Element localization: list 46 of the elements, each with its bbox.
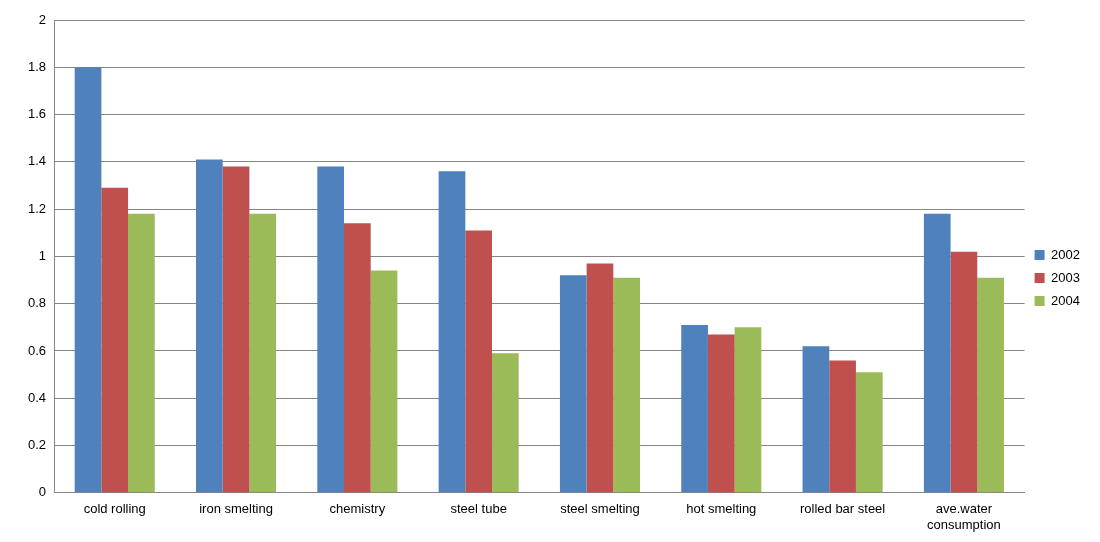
- bar: [492, 353, 519, 493]
- x-tick-label: iron smelting: [199, 501, 273, 517]
- bar: [923, 213, 951, 493]
- y-tick-label: 1.6: [27, 106, 47, 122]
- legend-label: 2002: [1051, 246, 1080, 262]
- bar: [802, 346, 830, 493]
- y-tick-label: 1: [38, 247, 47, 263]
- legend-label: 2003: [1051, 269, 1080, 285]
- y-tick-label: 0.8: [27, 295, 47, 311]
- x-tick-label: hot smelting: [686, 501, 757, 517]
- bar: [128, 213, 155, 493]
- y-tick-label: 1.8: [27, 58, 47, 74]
- y-tick-label: 1.2: [27, 200, 47, 216]
- bar: [586, 263, 614, 493]
- bar: [681, 324, 708, 493]
- x-tick-label: steel smelting: [560, 501, 640, 517]
- x-tick-label: cold rolling: [83, 501, 146, 517]
- bar: [438, 171, 466, 493]
- bar: [465, 230, 493, 493]
- bar: [370, 270, 398, 493]
- y-tick-label: 1.4: [27, 153, 47, 169]
- bar: [855, 372, 883, 493]
- x-tick-label: rolled bar steel: [799, 501, 886, 517]
- bar: [344, 223, 371, 493]
- bar: [950, 251, 978, 493]
- x-tick-label: steel tube: [450, 501, 507, 517]
- bar: [222, 166, 250, 493]
- bar: [249, 213, 277, 493]
- bar: [317, 166, 345, 493]
- bar: [559, 275, 587, 493]
- bar: [829, 360, 856, 493]
- x-tick-label: ave.water consumption: [927, 501, 1001, 532]
- bar: [101, 187, 129, 493]
- bar: [707, 334, 735, 493]
- legend-label: 2004: [1051, 292, 1080, 308]
- y-tick-label: 0.2: [27, 437, 47, 453]
- x-tick-label: chemistry: [329, 501, 386, 517]
- y-tick-label: 2: [38, 11, 47, 27]
- y-tick-label: 0: [38, 484, 47, 500]
- y-tick-label: 0.4: [27, 389, 47, 405]
- bar: [196, 159, 223, 493]
- y-tick-label: 0.6: [27, 342, 47, 358]
- bar: [734, 327, 762, 493]
- bar: [613, 277, 641, 493]
- bar: [74, 67, 102, 493]
- bar: [977, 277, 1004, 493]
